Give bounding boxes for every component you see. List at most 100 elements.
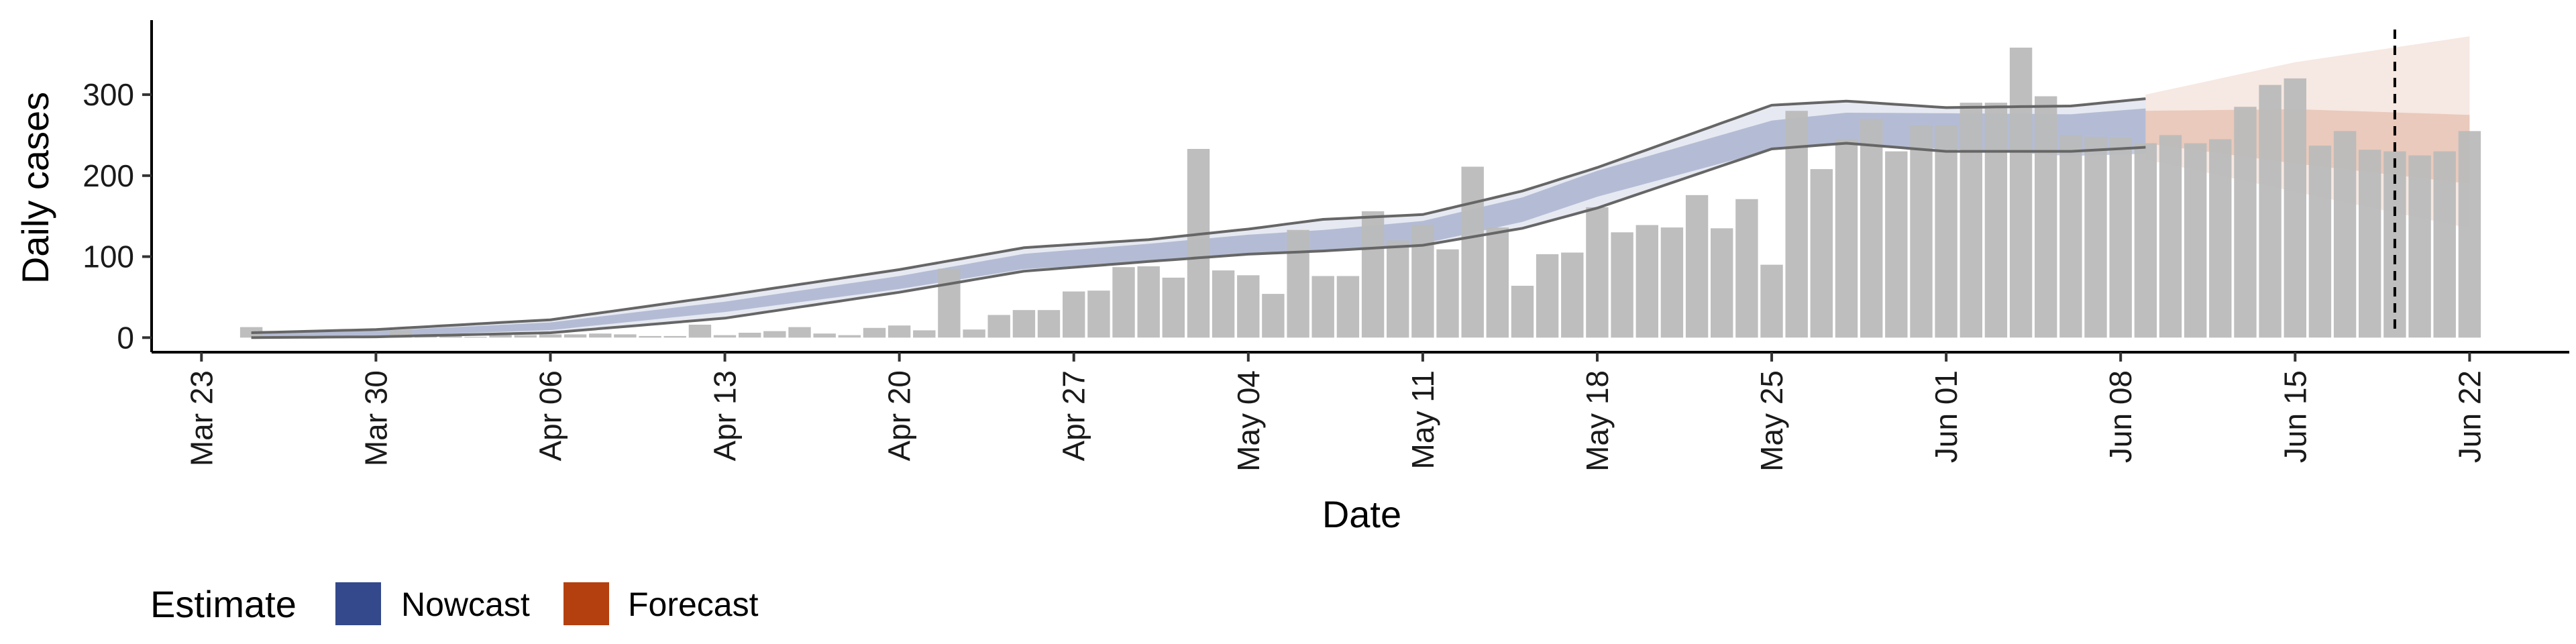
case-bar bbox=[713, 335, 737, 338]
case-bar bbox=[1760, 264, 1783, 338]
case-bar bbox=[2209, 139, 2232, 338]
case-bar bbox=[2433, 151, 2456, 338]
nowcast-outer-band bbox=[251, 99, 2146, 338]
legend: Estimate Nowcast Forecast bbox=[150, 582, 759, 625]
case-bar bbox=[1785, 111, 1808, 338]
case-bar bbox=[1187, 149, 1210, 338]
nowcast-interval-lines bbox=[251, 97, 2146, 339]
case-bar bbox=[1037, 310, 1061, 338]
x-axis-title: Date bbox=[1322, 493, 1401, 535]
case-bar bbox=[2333, 131, 2357, 338]
case-bar bbox=[1137, 266, 1160, 338]
case-bar bbox=[589, 333, 612, 338]
case-bar bbox=[1087, 290, 1110, 338]
legend-label-forecast: Forecast bbox=[628, 586, 759, 623]
x-tick-label: Apr 06 bbox=[533, 370, 568, 462]
case-bar bbox=[739, 333, 761, 338]
case-bar bbox=[1486, 227, 1509, 338]
case-bar bbox=[1910, 125, 1933, 338]
case-bar bbox=[838, 335, 861, 338]
case-bar bbox=[1012, 310, 1036, 338]
case-bar bbox=[639, 335, 661, 338]
x-tick-label: Apr 13 bbox=[708, 370, 743, 462]
x-tick-label: Mar 23 bbox=[184, 370, 219, 466]
case-bar bbox=[2234, 107, 2257, 338]
case-bar bbox=[2259, 85, 2282, 338]
case-bar bbox=[963, 329, 985, 338]
x-tick-label: May 11 bbox=[1405, 370, 1440, 469]
y-tick-label: 300 bbox=[83, 77, 134, 112]
case-bar bbox=[2009, 48, 2033, 338]
y-tick-label: 100 bbox=[83, 239, 134, 274]
case-bar bbox=[663, 335, 686, 338]
case-bar bbox=[1611, 232, 1633, 338]
legend-label-nowcast: Nowcast bbox=[401, 586, 530, 623]
case-bar bbox=[389, 330, 413, 338]
x-tick-label: May 18 bbox=[1580, 370, 1615, 472]
legend-title: Estimate bbox=[150, 583, 297, 625]
reported-case-bars bbox=[239, 48, 2481, 339]
y-axis-title: Daily cases bbox=[14, 92, 56, 284]
x-tick-label: Jun 01 bbox=[1929, 370, 1964, 463]
case-bar bbox=[938, 268, 961, 338]
case-bar bbox=[1860, 119, 1883, 338]
x-tick-label: Apr 27 bbox=[1057, 370, 1091, 462]
x-axis-ticks: Mar 23 Mar 30 Apr 06 Apr 13 Apr 20 Apr 27 May … bbox=[184, 352, 2487, 472]
nowcast-upper-line bbox=[251, 97, 2146, 334]
case-bar bbox=[564, 334, 587, 338]
case-bar bbox=[1436, 249, 1459, 338]
legend-swatch-forecast bbox=[564, 582, 609, 625]
case-bar bbox=[1835, 139, 1858, 338]
case-bar bbox=[1311, 276, 1334, 338]
case-bar bbox=[1361, 211, 1385, 338]
case-bar bbox=[1112, 267, 1135, 338]
case-bar bbox=[1063, 291, 1085, 338]
case-bar bbox=[788, 327, 811, 338]
case-bar bbox=[1162, 277, 1185, 338]
case-bar bbox=[2184, 143, 2207, 338]
case-bar bbox=[2134, 143, 2157, 338]
case-bar bbox=[1711, 228, 1733, 338]
case-bar bbox=[1237, 275, 1260, 338]
case-bar bbox=[1212, 270, 1235, 338]
y-tick-label: 0 bbox=[117, 320, 134, 355]
case-bar bbox=[1387, 240, 1409, 338]
case-bar bbox=[2084, 136, 2107, 338]
case-bar bbox=[1960, 103, 1982, 338]
case-bar bbox=[1287, 229, 1309, 338]
case-bar bbox=[2035, 96, 2057, 338]
case-bar bbox=[2109, 138, 2132, 338]
x-tick-label: Mar 30 bbox=[358, 370, 393, 466]
case-bar bbox=[1586, 207, 1609, 338]
case-bar bbox=[1885, 151, 1908, 338]
case-bar bbox=[1935, 125, 1957, 338]
case-bar bbox=[1336, 276, 1360, 338]
y-tick-label: 200 bbox=[83, 158, 134, 193]
case-bar bbox=[2159, 135, 2182, 338]
case-bar bbox=[1660, 227, 1684, 338]
x-tick-label: Jun 15 bbox=[2277, 370, 2312, 463]
x-tick-label: Apr 20 bbox=[882, 370, 917, 462]
case-bar bbox=[1561, 252, 1584, 338]
case-bar bbox=[1461, 166, 1484, 338]
case-bar bbox=[1536, 254, 1559, 338]
case-bar bbox=[2408, 155, 2431, 338]
case-bar bbox=[2458, 131, 2481, 338]
x-tick-label: May 04 bbox=[1231, 370, 1266, 472]
nowcast-inner-band bbox=[251, 108, 2146, 337]
case-bar bbox=[439, 335, 462, 338]
case-bar bbox=[888, 325, 911, 338]
case-bar bbox=[1635, 225, 1658, 338]
x-tick-label: Jun 22 bbox=[2452, 370, 2487, 463]
case-bar bbox=[1810, 169, 1833, 338]
legend-swatch-nowcast bbox=[335, 582, 381, 625]
case-bar bbox=[2359, 150, 2381, 338]
case-bar bbox=[763, 331, 786, 338]
case-bar bbox=[863, 327, 886, 338]
case-bar bbox=[489, 335, 512, 338]
case-bar bbox=[1411, 225, 1434, 338]
case-bar bbox=[913, 330, 936, 338]
case-bar bbox=[1735, 199, 1758, 338]
case-bar bbox=[987, 315, 1010, 338]
case-bar bbox=[514, 335, 537, 338]
